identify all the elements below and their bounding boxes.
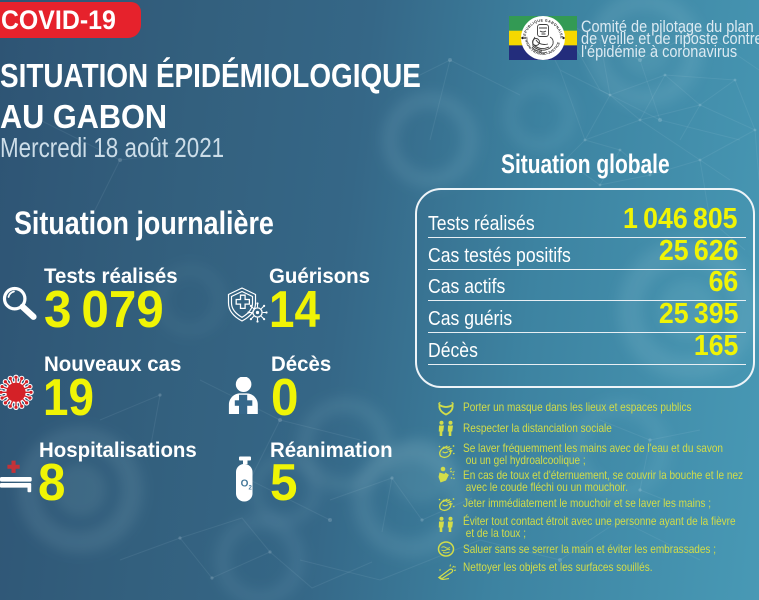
svg-text:O: O <box>241 479 249 490</box>
svg-text:2: 2 <box>249 486 253 492</box>
